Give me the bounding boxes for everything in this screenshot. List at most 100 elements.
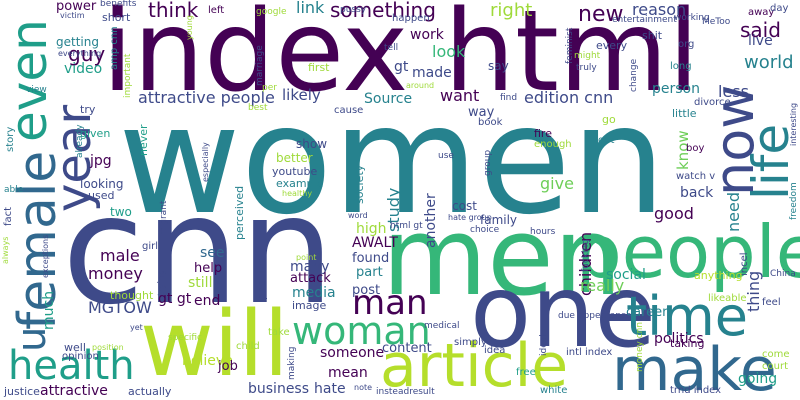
cloud-word: victim xyxy=(60,11,85,20)
cloud-word: media xyxy=(292,285,336,301)
cloud-word: trnd index xyxy=(670,385,722,396)
cloud-word: taking xyxy=(670,337,705,350)
cloud-word: got xyxy=(598,135,615,146)
cloud-word: child xyxy=(236,341,260,352)
cloud-word: used xyxy=(88,189,115,202)
cloud-word: position xyxy=(92,343,124,352)
cloud-word: time xyxy=(626,285,749,348)
cloud-word: man xyxy=(352,283,428,323)
cloud-word: image xyxy=(292,299,327,312)
cloud-word: jpg xyxy=(90,153,112,169)
cloud-word: perceived xyxy=(233,185,246,240)
cloud-word: anything xyxy=(694,269,743,282)
cloud-word: someone xyxy=(320,345,385,361)
cloud-word: exceptions xyxy=(41,234,50,278)
cloud-word: attack xyxy=(290,271,331,286)
cloud-word: part xyxy=(356,265,383,280)
cloud-word: marriage xyxy=(255,45,265,86)
cloud-word: job xyxy=(218,359,238,374)
cloud-word: working xyxy=(674,13,710,23)
cloud-word: much xyxy=(41,290,57,330)
cloud-word: always xyxy=(1,236,10,264)
cloud-word: yet xyxy=(130,323,143,332)
cloud-word: people xyxy=(576,210,800,294)
cloud-word: live xyxy=(748,33,773,49)
cloud-word: take xyxy=(268,327,290,338)
cloud-word: cost xyxy=(452,199,477,213)
cloud-word: every xyxy=(596,39,628,52)
cloud-word: girl xyxy=(142,241,159,252)
cloud-word: actually xyxy=(128,385,172,398)
cloud-word: entertainment xyxy=(612,15,677,25)
cloud-word: power xyxy=(56,0,97,14)
cloud-word: one xyxy=(470,253,657,370)
cloud-word: two xyxy=(110,205,132,219)
cloud-word: html gt xyxy=(390,221,423,231)
cloud-word: insteadresult xyxy=(376,387,435,397)
cloud-word: group xyxy=(483,149,493,176)
cloud-word: found xyxy=(352,251,390,266)
cloud-word: gt gt xyxy=(158,291,192,307)
cloud-word: cnn xyxy=(62,164,335,338)
cloud-word: medical xyxy=(424,321,460,331)
cloud-word: young xyxy=(185,15,194,40)
cloud-word: story xyxy=(5,126,16,152)
cloud-word: less xyxy=(718,82,749,101)
cloud-word: away xyxy=(748,7,775,18)
cloud-word: opinion xyxy=(62,351,99,362)
cloud-word: women xyxy=(118,74,666,248)
cloud-word: enough xyxy=(534,139,572,150)
cloud-word: politics xyxy=(654,331,704,347)
cloud-word: ideal xyxy=(539,334,549,356)
cloud-word: will xyxy=(140,292,289,397)
cloud-word: cause xyxy=(334,105,364,116)
cloud-word: help xyxy=(194,261,223,276)
cloud-word: word xyxy=(348,211,368,220)
cloud-word: point xyxy=(296,253,317,262)
cloud-word: thing xyxy=(744,270,763,312)
cloud-word: society xyxy=(353,164,366,204)
cloud-word: business xyxy=(248,381,310,397)
cloud-word: try xyxy=(80,103,96,116)
cloud-word: make xyxy=(612,335,777,400)
cloud-word: work xyxy=(410,27,444,43)
cloud-word: likely xyxy=(282,86,321,104)
cloud-word: give xyxy=(540,174,574,193)
cloud-word: fire xyxy=(534,127,552,140)
cloud-word: amp cnn xyxy=(109,26,120,70)
cloud-word: index html xyxy=(102,0,700,117)
cloud-word: per xyxy=(262,83,277,93)
cloud-word: left xyxy=(208,5,225,16)
cloud-word: mean xyxy=(328,365,368,381)
cloud-word: day xyxy=(770,3,789,14)
cloud-word: gt xyxy=(394,59,409,75)
cloud-word: money cnn xyxy=(635,321,645,372)
cloud-word: white xyxy=(540,385,568,396)
cloud-word: another xyxy=(423,193,439,248)
cloud-word: high xyxy=(356,221,387,237)
cloud-word: world xyxy=(744,52,794,73)
cloud-word: org xyxy=(678,39,695,50)
cloud-word: good xyxy=(654,204,694,223)
cloud-word: post xyxy=(352,283,381,298)
cloud-word: happen xyxy=(392,13,430,24)
cloud-word: right xyxy=(490,0,533,21)
cloud-word: tell xyxy=(384,43,399,53)
cloud-word: something xyxy=(330,0,436,22)
cloud-word: able xyxy=(4,185,24,195)
cloud-word: feel xyxy=(762,297,781,308)
cloud-word: never xyxy=(137,124,150,156)
cloud-word: long xyxy=(670,61,692,72)
cloud-word: want xyxy=(440,86,480,105)
cloud-word: likeable xyxy=(708,293,747,304)
cloud-word: end xyxy=(194,293,221,309)
cloud-word: already xyxy=(75,124,85,158)
cloud-word: example xyxy=(276,177,324,190)
cloud-word: back xyxy=(680,185,714,201)
cloud-word: fucking xyxy=(581,239,591,272)
cloud-word: divorce xyxy=(694,97,731,108)
cloud-word: youtube xyxy=(272,165,318,178)
cloud-word: choice xyxy=(470,225,500,235)
cloud-word: men xyxy=(382,195,623,320)
